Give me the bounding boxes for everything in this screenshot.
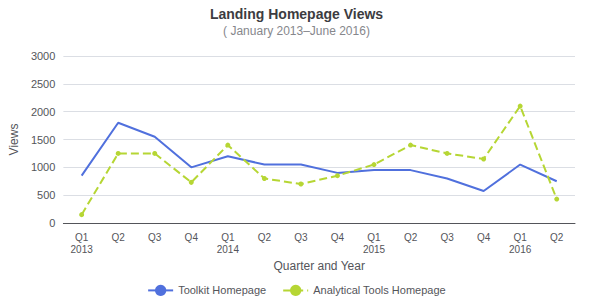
svg-text:Q1: Q1 <box>221 232 235 243</box>
svg-text:2000: 2000 <box>31 106 55 118</box>
svg-text:Q2: Q2 <box>258 232 272 243</box>
svg-text:Q4: Q4 <box>331 232 345 243</box>
svg-text:Toolkit Homepage: Toolkit Homepage <box>178 284 266 296</box>
svg-text:1000: 1000 <box>31 161 55 173</box>
svg-text:Q2: Q2 <box>550 232 564 243</box>
svg-text:3000: 3000 <box>31 50 55 62</box>
svg-text:Quarter and Year: Quarter and Year <box>273 259 364 273</box>
svg-text:Q3: Q3 <box>294 232 308 243</box>
svg-text:Q4: Q4 <box>185 232 199 243</box>
svg-text:Q1: Q1 <box>75 232 89 243</box>
svg-text:2500: 2500 <box>31 78 55 90</box>
svg-text:Q4: Q4 <box>477 232 491 243</box>
svg-text:2015: 2015 <box>363 244 386 255</box>
svg-text:Views: Views <box>7 124 21 156</box>
svg-text:2016: 2016 <box>509 244 532 255</box>
svg-text:Q2: Q2 <box>112 232 126 243</box>
svg-text:0: 0 <box>49 217 55 229</box>
svg-text:Analytical Tools Homepage: Analytical Tools Homepage <box>313 284 445 296</box>
svg-text:Q3: Q3 <box>148 232 162 243</box>
svg-text:Q2: Q2 <box>404 232 418 243</box>
svg-text:2013: 2013 <box>71 244 94 255</box>
svg-text:2014: 2014 <box>217 244 240 255</box>
svg-text:( January 2013–June 2016): ( January 2013–June 2016) <box>223 24 370 38</box>
svg-text:1500: 1500 <box>31 134 55 146</box>
svg-text:Landing Homepage Views: Landing Homepage Views <box>210 6 383 22</box>
svg-text:Q1: Q1 <box>514 232 528 243</box>
svg-text:Q3: Q3 <box>440 232 454 243</box>
svg-text:500: 500 <box>37 189 55 201</box>
svg-text:Q1: Q1 <box>367 232 381 243</box>
